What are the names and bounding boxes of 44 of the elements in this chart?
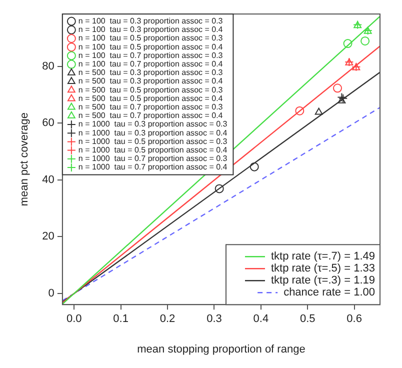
y-tick-label: 0 bbox=[48, 288, 54, 300]
point bbox=[343, 39, 352, 48]
x-axis-title: mean stopping proportion of range bbox=[137, 343, 306, 356]
legend-label: n = 100 tau = 0.7 proportion assoc = 0.4 bbox=[78, 60, 224, 69]
point bbox=[250, 162, 259, 172]
legend-label: n = 100 tau = 0.5 proportion assoc = 0.4 bbox=[78, 42, 224, 52]
legend-label: n = 500 tau = 0.5 proportion assoc = 0.4 bbox=[78, 94, 224, 103]
legend-label: n = 1000 tau = 0.5 proportion assoc = 0.4 bbox=[78, 146, 228, 155]
legend-label: n = 500 tau = 0.7 proportion assoc = 0.3 bbox=[78, 102, 224, 112]
x-tick-label: 0.2 bbox=[160, 313, 176, 326]
legend-label: n = 100 tau = 0.3 proportion assoc = 0.3 bbox=[78, 16, 224, 26]
x-tick-label: 0.1 bbox=[113, 313, 128, 326]
y-tick-label: 20 bbox=[42, 230, 54, 243]
legend-label: tktp rate (τ=.5) = 1.33 bbox=[270, 262, 375, 275]
legend-label: tktp rate (τ=.3) = 1.19 bbox=[270, 274, 375, 287]
point bbox=[333, 84, 342, 93]
point bbox=[214, 184, 224, 194]
point bbox=[338, 96, 346, 104]
x-tick-label: 0.0 bbox=[66, 313, 82, 326]
point bbox=[360, 36, 370, 46]
legend-label: chance rate = 1.00 bbox=[284, 286, 375, 299]
y-tick-label: 40 bbox=[42, 174, 54, 186]
y-tick-label: 80 bbox=[42, 60, 54, 72]
legend-label: n = 1000 tau = 0.3 proportion assoc = 0.4 bbox=[78, 128, 228, 138]
legend-label: n = 500 tau = 0.7 proportion assoc = 0.4 bbox=[78, 111, 224, 120]
legend-label: n = 100 tau = 0.5 proportion assoc = 0.3 bbox=[78, 34, 224, 43]
x-tick-label: 0.5 bbox=[300, 313, 316, 326]
legend-label: tktp rate (τ=.7) = 1.49 bbox=[270, 250, 375, 263]
legend-label: n = 1000 tau = 0.5 proportion assoc = 0.3 bbox=[78, 136, 228, 146]
legend-label: n = 500 tau = 0.5 proportion assoc = 0.3 bbox=[78, 85, 224, 94]
legend-label: n = 1000 tau = 0.7 proportion assoc = 0.3 bbox=[78, 154, 228, 164]
x-tick-label: 0.6 bbox=[346, 313, 362, 326]
legend-label: n = 500 tau = 0.3 proportion assoc = 0.3 bbox=[78, 68, 224, 78]
legend-label: n = 500 tau = 0.3 proportion assoc = 0.4 bbox=[78, 76, 224, 86]
point bbox=[314, 108, 323, 115]
x-tick-label: 0.3 bbox=[206, 313, 222, 326]
legend-label: n = 100 tau = 0.3 proportion assoc = 0.4 bbox=[78, 25, 224, 34]
y-axis-title: mean pct coverage bbox=[18, 112, 31, 206]
legend-label: n = 100 tau = 0.7 proportion assoc = 0.3 bbox=[78, 50, 224, 60]
x-tick-label: 0.4 bbox=[253, 313, 269, 326]
y-tick-label: 60 bbox=[42, 117, 54, 130]
legend-label: n = 1000 tau = 0.3 proportion assoc = 0.3 bbox=[78, 120, 228, 129]
point bbox=[295, 106, 304, 116]
legend-label: n = 1000 tau = 0.7 proportion assoc = 0.4 bbox=[78, 162, 228, 172]
